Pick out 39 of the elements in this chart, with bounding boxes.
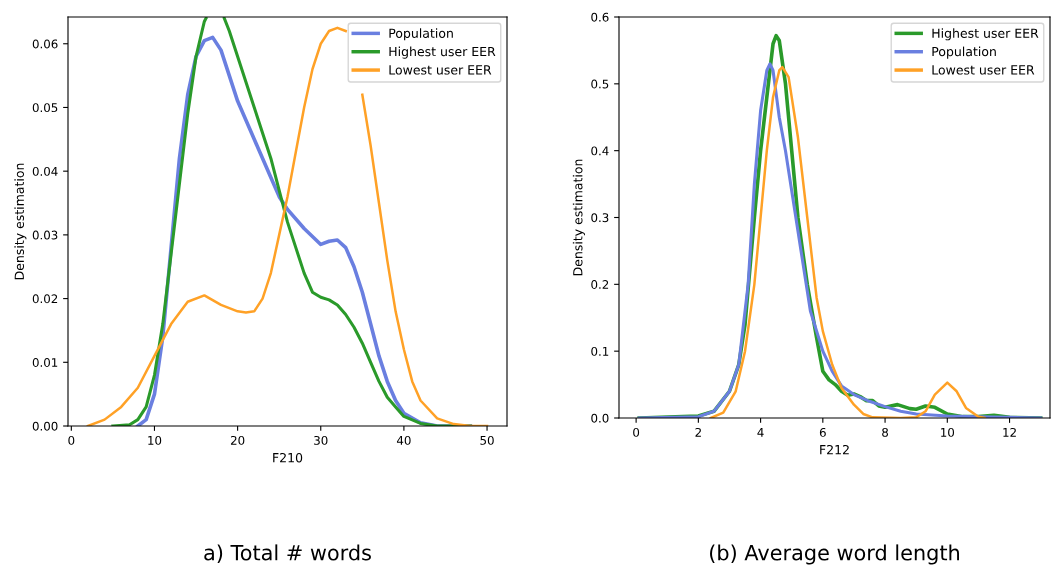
- x-tick-label: 30: [314, 435, 328, 445]
- y-tick-label: 0.5: [591, 79, 609, 89]
- x-tick-label: 10: [148, 435, 162, 445]
- text: (b) Average word length: [710, 544, 959, 565]
- legend-label: Lowest user EER: [932, 65, 1035, 75]
- y-tick-label: 0.03: [32, 230, 58, 240]
- x-axis-title: F212: [820, 444, 849, 455]
- text: a) Total # words: [204, 544, 371, 563]
- x-tick-label: 20: [230, 435, 245, 445]
- y-axis-title: Density estimation: [14, 163, 27, 280]
- x-tick-label: 2: [695, 427, 701, 437]
- y-axis-title: Density estimation: [572, 159, 585, 276]
- y-tick-label: 0.05: [32, 103, 58, 113]
- y-tick-label: 0.1: [591, 346, 609, 356]
- x-tick-label: 50: [480, 435, 494, 445]
- x-axis-title: F210: [273, 452, 303, 463]
- legend-label: Population: [389, 28, 453, 41]
- x-tick-label: 40: [396, 435, 411, 445]
- y-tick-label: 0.0: [591, 413, 609, 423]
- y-tick-label: 0.00: [32, 421, 58, 431]
- y-tick-label: 0.06: [32, 39, 58, 49]
- y-tick-label: 0.4: [591, 146, 609, 156]
- x-tick-label: 10: [941, 427, 955, 437]
- legend-label: Highest user EER: [389, 46, 496, 59]
- y-tick-label: 0.02: [32, 294, 58, 304]
- x-tick-label: 8: [882, 427, 889, 437]
- x-tick-label: 0: [633, 427, 640, 437]
- x-tick-label: 12: [1003, 427, 1016, 437]
- x-tick-label: 6: [819, 427, 826, 437]
- y-tick-label: 0.01: [32, 358, 58, 367]
- y-tick-label: 0.3: [591, 213, 609, 223]
- x-tick-label: 4: [757, 428, 764, 437]
- legend-label: Highest user EER: [932, 28, 1039, 41]
- x-tick-label: 0: [68, 435, 75, 445]
- legend-label: Population: [932, 46, 996, 59]
- y-tick-label: 0.04: [32, 166, 58, 176]
- legend-label: Lowest user EER: [389, 65, 492, 75]
- y-tick-label: 0.2: [591, 280, 609, 289]
- y-tick-label: 0.6: [591, 12, 609, 22]
